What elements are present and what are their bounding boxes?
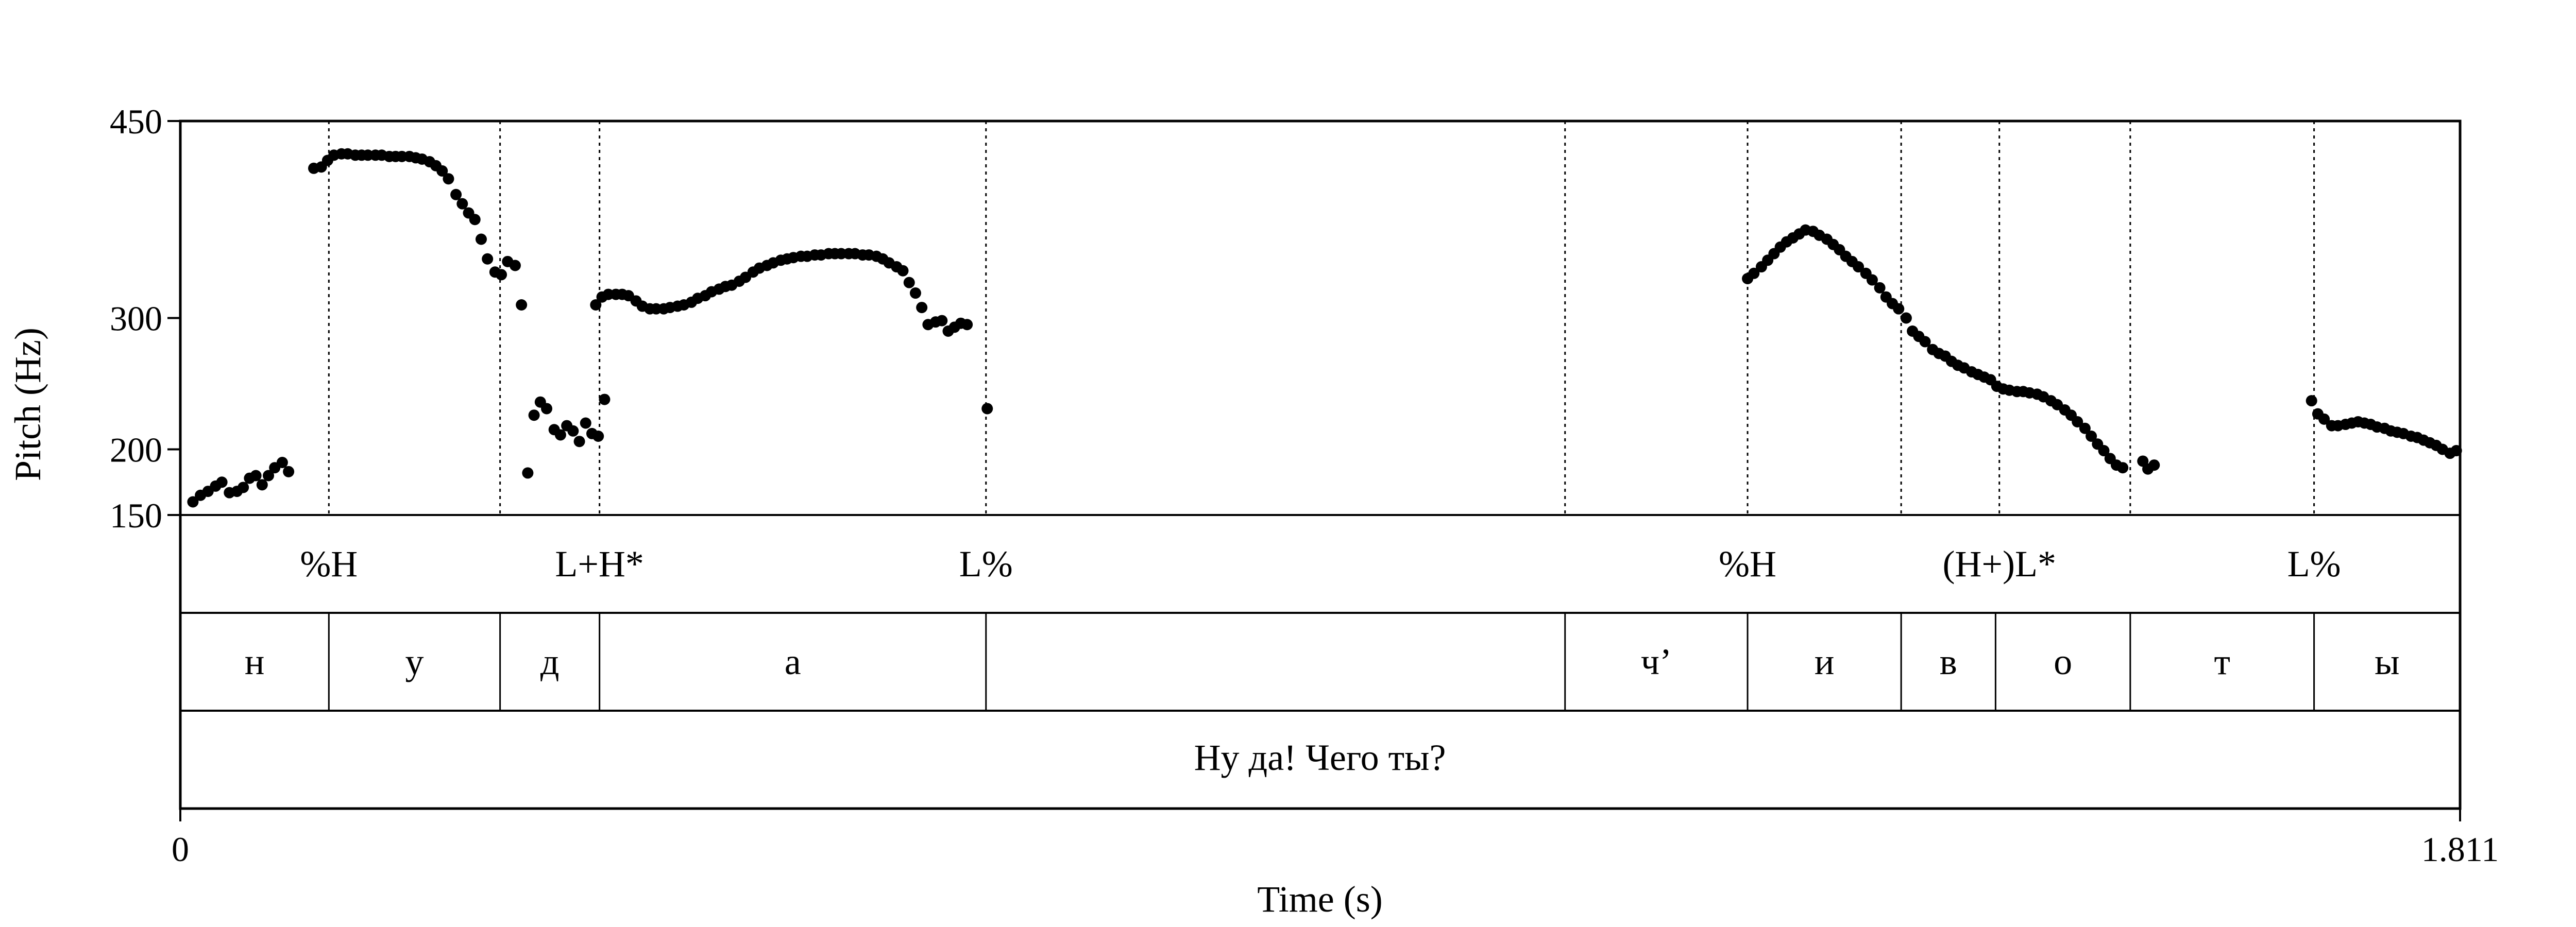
segment-boundary-lines bbox=[328, 613, 2315, 711]
segment-label: у bbox=[405, 641, 423, 682]
pitch-point bbox=[961, 319, 973, 331]
pitch-point bbox=[263, 470, 275, 482]
pitch-point bbox=[475, 233, 487, 245]
tone-label: %H bbox=[300, 543, 358, 585]
pitch-point bbox=[450, 188, 462, 200]
segment-label: н bbox=[245, 641, 265, 682]
segment-label: в bbox=[1940, 641, 1957, 682]
sentence-label: Ну да! Чего ты? bbox=[1194, 737, 1446, 778]
plot-frame bbox=[179, 119, 2462, 810]
tone-boundary-lines bbox=[328, 121, 2315, 515]
segment-label: т bbox=[2214, 641, 2230, 682]
pitch-point bbox=[216, 476, 228, 488]
y-tick-label: 450 bbox=[110, 102, 162, 141]
pitch-point bbox=[1866, 274, 1878, 286]
pitch-point bbox=[238, 482, 249, 493]
segment-label: о bbox=[2054, 641, 2072, 682]
pitch-point bbox=[469, 214, 481, 226]
pitch-point bbox=[2148, 459, 2160, 471]
y-axis: 150 200 300 450 bbox=[110, 102, 180, 535]
pitch-point bbox=[509, 260, 521, 271]
x-axis-label: Time (s) bbox=[1257, 879, 1382, 920]
pitch-point bbox=[516, 299, 528, 311]
pitch-point bbox=[897, 265, 909, 277]
segment-label: и bbox=[1815, 641, 1835, 682]
pitch-point bbox=[443, 173, 454, 185]
pitch-point bbox=[567, 425, 579, 437]
pitch-point bbox=[2450, 445, 2462, 457]
tone-label: L% bbox=[959, 543, 1013, 585]
tone-label: L% bbox=[2287, 543, 2341, 585]
pitch-points bbox=[187, 148, 2462, 508]
pitch-point bbox=[599, 393, 611, 405]
pitch-point bbox=[909, 287, 921, 299]
segment-label: а bbox=[785, 641, 801, 682]
pitch-point bbox=[283, 466, 295, 477]
pitch-point bbox=[554, 429, 566, 441]
segment-label: ч’ bbox=[1641, 641, 1672, 682]
pitch-point bbox=[2098, 445, 2110, 457]
segment-label: ы bbox=[2375, 641, 2399, 682]
pitch-point bbox=[187, 496, 199, 508]
pitch-point bbox=[981, 403, 993, 415]
pitch-point bbox=[256, 479, 268, 491]
tone-label: (H+)L* bbox=[1942, 543, 2056, 585]
pitch-point bbox=[456, 198, 468, 210]
pitch-point bbox=[1919, 336, 1931, 348]
pitch-point bbox=[528, 409, 540, 421]
pitch-point bbox=[1748, 267, 1760, 279]
y-tick-label: 200 bbox=[110, 431, 162, 470]
pitch-point bbox=[1853, 261, 1865, 273]
pitch-point bbox=[1893, 303, 1905, 315]
pitch-point bbox=[522, 467, 534, 479]
pitch-point bbox=[482, 253, 494, 265]
pitch-point bbox=[436, 165, 448, 177]
pitch-point bbox=[936, 315, 948, 327]
pitch-point bbox=[590, 299, 602, 311]
tone-label: L+H* bbox=[555, 543, 644, 585]
x-tick-label-start: 0 bbox=[172, 830, 189, 869]
pitch-point bbox=[903, 277, 915, 288]
pitch-point bbox=[573, 436, 585, 448]
segment-tier-labels: н у д а ч’ и в о т ы bbox=[245, 641, 2400, 682]
tone-tier-labels: %H L+H* L% %H (H+)L* L% bbox=[300, 543, 2341, 585]
y-tick-label: 300 bbox=[110, 299, 162, 338]
pitch-point bbox=[2306, 395, 2317, 407]
y-tick-label: 150 bbox=[110, 496, 162, 535]
pitch-point bbox=[1900, 312, 1912, 324]
pitch-point bbox=[2072, 416, 2083, 427]
pitch-point bbox=[250, 470, 262, 482]
x-tick-label-end: 1.811 bbox=[2421, 830, 2499, 869]
y-axis-label: Pitch (Hz) bbox=[7, 328, 48, 481]
pitch-point bbox=[580, 417, 591, 429]
pitch-point bbox=[592, 431, 604, 442]
pitch-point bbox=[2318, 413, 2330, 425]
pitch-point bbox=[496, 269, 507, 281]
pitch-point bbox=[2117, 462, 2129, 474]
pitch-point bbox=[1874, 282, 1886, 294]
pitch-point bbox=[2086, 431, 2097, 442]
pitch-point bbox=[541, 403, 553, 415]
segment-label: д bbox=[540, 641, 560, 682]
pitch-point bbox=[276, 457, 288, 468]
tone-label: %H bbox=[1719, 543, 1776, 585]
pitch-point bbox=[916, 302, 928, 314]
pitch-point bbox=[2079, 422, 2091, 434]
